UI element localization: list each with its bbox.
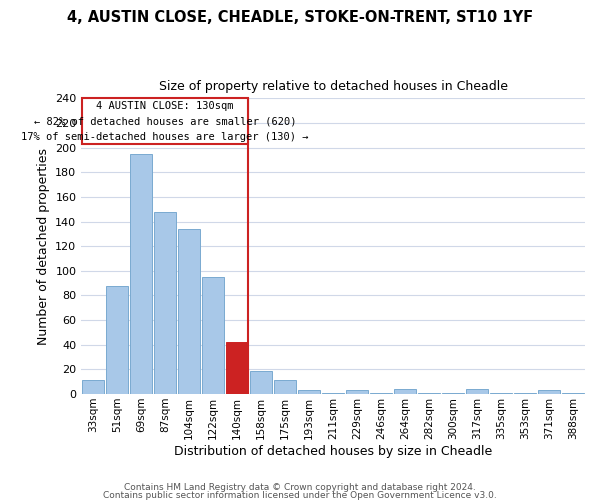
Bar [538,390,560,394]
Bar [130,154,152,394]
Bar [202,277,224,394]
Bar [82,380,104,394]
Bar [466,389,488,394]
Bar [154,212,176,394]
Bar [274,380,296,394]
Text: Contains HM Land Registry data © Crown copyright and database right 2024.: Contains HM Land Registry data © Crown c… [124,484,476,492]
FancyBboxPatch shape [82,98,248,144]
Bar [514,393,536,394]
Text: 4, AUSTIN CLOSE, CHEADLE, STOKE-ON-TRENT, ST10 1YF: 4, AUSTIN CLOSE, CHEADLE, STOKE-ON-TRENT… [67,10,533,25]
Title: Size of property relative to detached houses in Cheadle: Size of property relative to detached ho… [158,80,508,93]
Bar [106,286,128,394]
Bar [322,393,344,394]
Bar [394,389,416,394]
Y-axis label: Number of detached properties: Number of detached properties [37,148,50,344]
Bar [178,229,200,394]
Bar [418,393,440,394]
Text: Contains public sector information licensed under the Open Government Licence v3: Contains public sector information licen… [103,490,497,500]
Bar [490,393,512,394]
Bar [562,393,584,394]
Text: 4 AUSTIN CLOSE: 130sqm
← 82% of detached houses are smaller (620)
17% of semi-de: 4 AUSTIN CLOSE: 130sqm ← 82% of detached… [22,100,309,141]
X-axis label: Distribution of detached houses by size in Cheadle: Distribution of detached houses by size … [174,444,492,458]
Bar [346,390,368,394]
Bar [370,393,392,394]
Bar [298,390,320,394]
Bar [226,342,248,394]
Bar [250,370,272,394]
Bar [442,393,464,394]
